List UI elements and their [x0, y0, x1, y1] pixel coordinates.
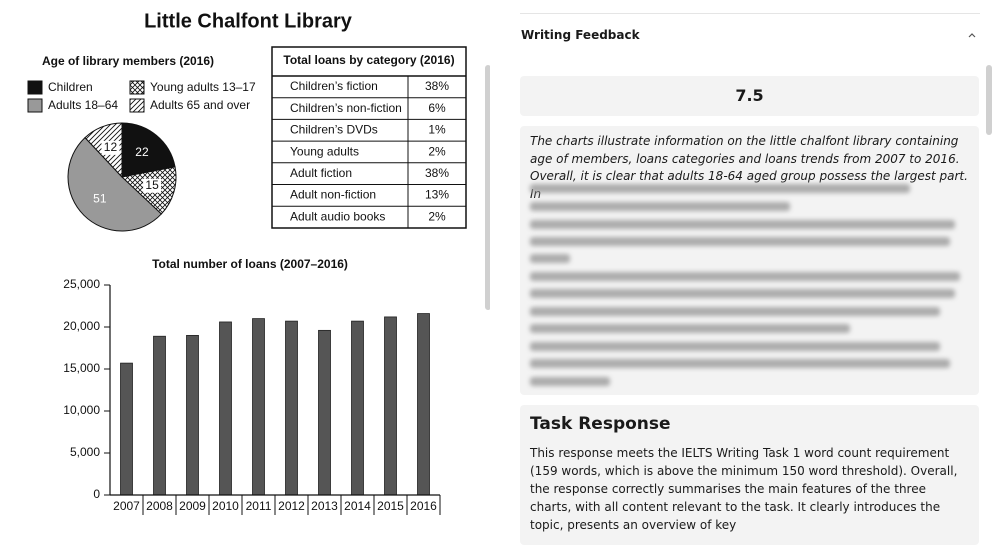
bar	[252, 318, 265, 496]
essay-line: Overall, it is clear that adults 18-64 a…	[530, 169, 968, 201]
slice-label: 15	[145, 178, 159, 192]
table-cell: 6%	[428, 101, 446, 115]
legend-label: Adults 18–64	[48, 98, 118, 112]
legend-swatch	[27, 80, 43, 95]
pie-title: Age of library members (2016)	[42, 54, 214, 68]
x-tick-label: 2015	[377, 499, 404, 513]
legend-swatch	[27, 98, 43, 113]
table-cell: 1%	[428, 123, 446, 137]
section-text: This response meets the IELTS Writing Ta…	[530, 446, 958, 532]
x-tick-label: 2010	[212, 499, 239, 513]
table-cell: Adult non-fiction	[290, 188, 376, 202]
y-tick-label: 0	[93, 487, 100, 501]
charts-image: Little Chalfont Library Age of library m…	[27, 10, 490, 515]
blurred-text	[530, 254, 570, 263]
blurred-text	[530, 184, 910, 193]
y-tick-label: 15,000	[63, 361, 100, 375]
label-bg	[143, 178, 162, 193]
table-cell: Children’s fiction	[290, 79, 378, 93]
blurred-text	[530, 342, 940, 351]
scrollbar[interactable]	[986, 65, 992, 135]
table-border	[271, 46, 467, 229]
blurred-text	[530, 237, 950, 246]
table-cell: 13%	[425, 188, 449, 202]
blurred-text	[530, 307, 940, 316]
x-tick-label: 2013	[311, 499, 338, 513]
x-tick-label: 2008	[146, 499, 173, 513]
divider	[520, 13, 980, 14]
slice-label: 22	[135, 145, 149, 159]
blurred-text	[530, 359, 950, 368]
essay: The charts illustrate information on the…	[520, 126, 979, 203]
bar	[318, 329, 331, 496]
x-tick-label: 2016	[410, 499, 437, 513]
table-cell: 38%	[425, 166, 449, 180]
legend-swatch	[129, 80, 145, 95]
legend-swatch	[129, 98, 145, 113]
panel-title[interactable]: Writing Feedback	[521, 28, 640, 42]
slice-label: 12	[104, 140, 118, 154]
essay-box: The charts illustrate information on the…	[520, 126, 979, 395]
blurred-text	[530, 289, 955, 298]
table-cell: Adult audio books	[290, 209, 385, 223]
pie-slice	[121, 122, 176, 178]
scrollbar[interactable]	[485, 65, 490, 310]
y-tick-label: 5,000	[70, 445, 100, 459]
table-cell: 38%	[425, 79, 449, 93]
x-tick-label: 2012	[278, 499, 305, 513]
table-cell: 2%	[428, 144, 446, 158]
essay-line: The charts illustrate information on the…	[530, 134, 960, 166]
bar	[417, 313, 430, 496]
legend-label: Children	[48, 80, 93, 94]
label-bg	[101, 140, 120, 155]
bar	[351, 320, 364, 496]
x-tick-label: 2011	[246, 499, 272, 513]
table-cell: Children’s non-fiction	[290, 101, 402, 115]
blurred-text	[530, 202, 790, 211]
bar	[120, 362, 133, 496]
page: Little Chalfont Library Age of library m…	[27, 10, 992, 545]
bar-title: Total number of loans (2007–2016)	[152, 257, 348, 271]
section-box: Task Response This response meets the IE…	[520, 405, 979, 545]
blurred-text	[530, 220, 955, 229]
y-tick-label: 25,000	[63, 277, 100, 291]
table-cell: Children’s DVDs	[290, 123, 378, 137]
table-cell: Young adults	[290, 144, 359, 158]
legend-label: Young adults 13–17	[150, 80, 256, 94]
blurred-text	[530, 377, 610, 386]
main-title: Little Chalfont Library	[144, 10, 353, 32]
table-cell: 2%	[428, 209, 446, 223]
blurred-text	[530, 324, 850, 333]
table-cell: Adult fiction	[290, 166, 352, 180]
section-title: Task Response	[530, 414, 671, 434]
bar	[285, 320, 298, 496]
blurred-text	[530, 272, 960, 281]
y-tick-label: 20,000	[63, 319, 100, 333]
bar	[186, 334, 199, 496]
x-tick-label: 2007	[113, 499, 140, 513]
collapse-icon[interactable]	[967, 31, 977, 39]
x-tick-label: 2014	[344, 499, 371, 513]
bar	[153, 335, 166, 496]
legend-label: Adults 65 and over	[150, 98, 250, 112]
score: 7.5	[520, 76, 979, 116]
slice-label: 51	[93, 191, 107, 205]
y-tick-label: 10,000	[63, 403, 100, 417]
bar	[384, 316, 397, 496]
pie-slice	[67, 136, 163, 232]
bar	[219, 321, 232, 496]
x-tick-label: 2009	[179, 499, 206, 513]
table-title: Total loans by category (2016)	[283, 53, 454, 67]
